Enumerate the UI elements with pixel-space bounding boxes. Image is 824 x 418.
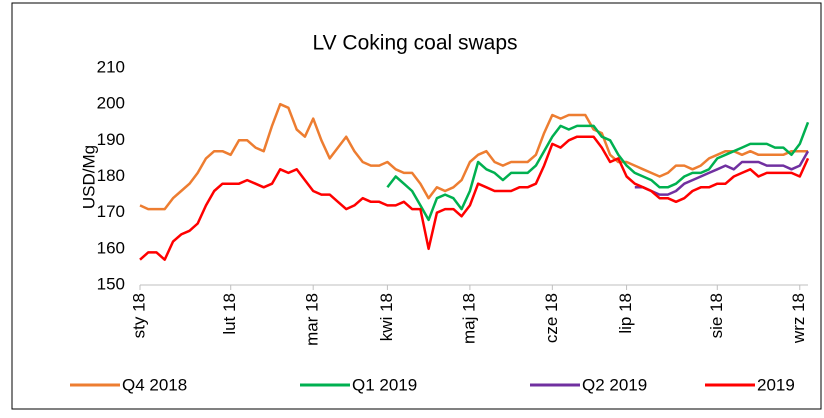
legend-label: Q2 2019 [582, 375, 647, 394]
y-tick-label: 170 [97, 202, 125, 221]
x-tick-label: sty 18 [129, 293, 148, 338]
legend-label: Q1 2019 [352, 375, 417, 394]
legend-label: 2019 [757, 375, 795, 394]
series-line [386, 121, 810, 222]
series-line [634, 150, 810, 196]
y-tick-label: 200 [97, 94, 125, 113]
y-tick-label: 160 [97, 238, 125, 257]
y-tick-label: 210 [97, 57, 125, 76]
y-tick-label: 150 [97, 274, 125, 293]
legend-label: Q4 2018 [122, 375, 187, 394]
x-tick-label: kwi 18 [377, 293, 396, 341]
x-tick-label: maj 18 [459, 293, 478, 344]
chart-border [11, 2, 822, 410]
chart-title: LV Coking coal swaps [312, 32, 517, 55]
x-tick-label: sie 18 [707, 293, 726, 338]
y-tick-label: 190 [97, 130, 125, 149]
y-axis-label: USD/Mg [79, 145, 98, 209]
x-tick-label: lip 18 [616, 293, 635, 334]
y-tick-label: 180 [97, 166, 125, 185]
series-line [139, 102, 808, 211]
x-tick-label: cze 18 [542, 293, 561, 343]
x-tick-label: mar 18 [303, 293, 322, 346]
x-tick-label: wrz 18 [789, 293, 808, 344]
series-line [139, 135, 810, 261]
x-tick-label: lut 18 [220, 293, 239, 335]
